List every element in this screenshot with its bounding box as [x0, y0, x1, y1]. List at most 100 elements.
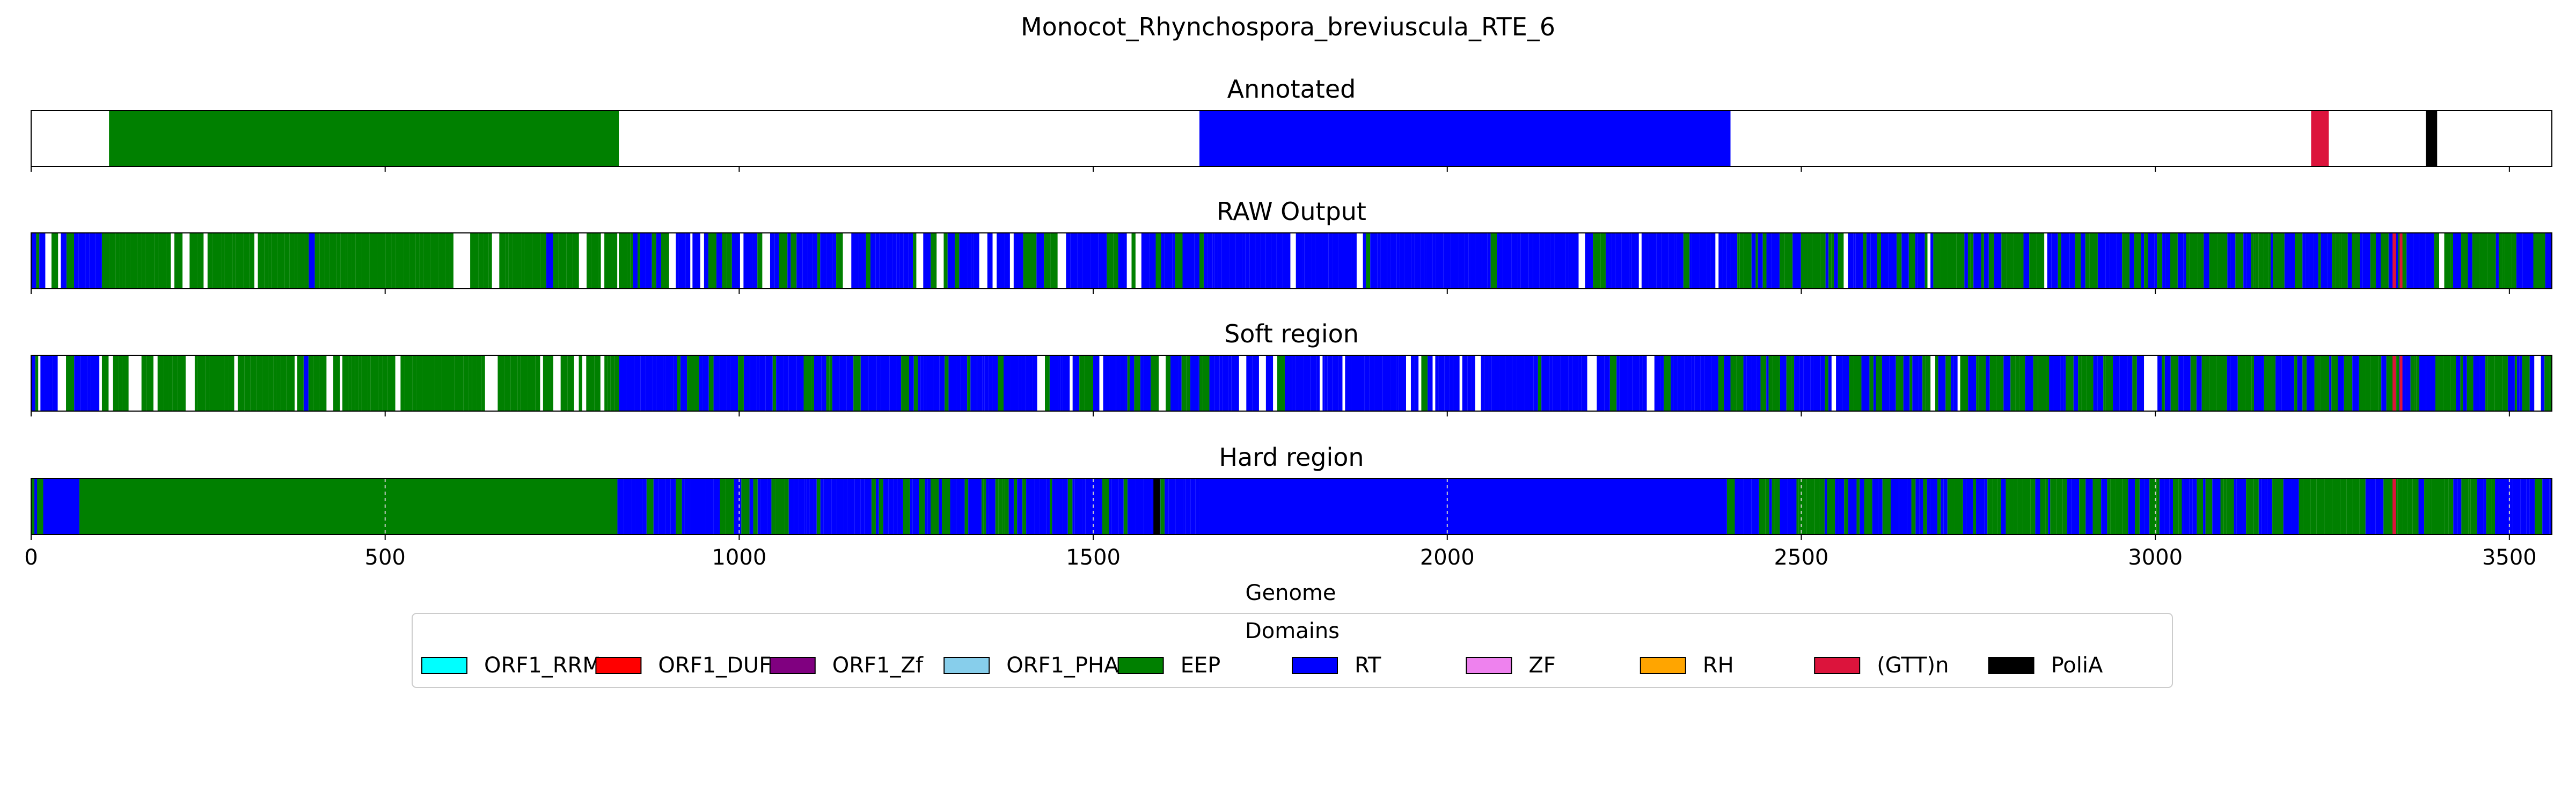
- segment-eep: [1199, 355, 1203, 411]
- segment-rt: [2473, 355, 2479, 411]
- segment-rt: [924, 355, 926, 411]
- segment-eep: [66, 233, 75, 289]
- segment-rt: [1459, 233, 1465, 289]
- segment-rt: [939, 479, 942, 535]
- segment-eep: [981, 479, 984, 535]
- segment-rt: [2081, 233, 2085, 289]
- segment-eep: [2397, 479, 2403, 535]
- segment-eep: [2023, 479, 2031, 535]
- segment-rt: [1612, 233, 1616, 289]
- segment-rt: [1621, 233, 1630, 289]
- panel-annotated: Annotated: [31, 75, 2552, 172]
- segment-eep: [207, 233, 213, 289]
- segment-eep: [1755, 233, 1758, 289]
- segment-rt: [1231, 355, 1234, 411]
- segment-eep: [449, 355, 455, 411]
- segment-eep: [404, 233, 410, 289]
- segment-rt: [976, 479, 982, 535]
- segment-rt: [1628, 355, 1633, 411]
- legend-swatch: [1640, 657, 1686, 674]
- segment-rt: [1769, 479, 1772, 535]
- segment-rt: [808, 233, 813, 289]
- panel-title: Hard region: [1219, 443, 1364, 472]
- segment-rt: [1183, 479, 1186, 535]
- segment-eep: [169, 355, 173, 411]
- segment-rt: [1489, 355, 1492, 411]
- segment-eep: [2258, 233, 2264, 289]
- segment-eep: [1981, 233, 1984, 289]
- segment-rt: [734, 479, 742, 535]
- segment-rt: [2302, 233, 2306, 289]
- segment-rt: [676, 233, 678, 289]
- segment-eep: [2081, 355, 2087, 411]
- segment-rt: [2234, 479, 2237, 535]
- segment-eep: [811, 355, 814, 411]
- segment-rt: [685, 233, 691, 289]
- segment-eep: [2512, 233, 2516, 289]
- segment-eep: [2414, 355, 2417, 411]
- segment-rt: [1482, 233, 1488, 289]
- segment-rt: [2261, 355, 2264, 411]
- segment-eep: [954, 233, 960, 289]
- segment-eep: [295, 233, 297, 289]
- segment-rt: [1743, 479, 1752, 535]
- segment-rt: [1199, 111, 1731, 166]
- segment-rt: [1255, 233, 1261, 289]
- segment-rt: [1585, 233, 1593, 289]
- segment-eep: [1718, 355, 1724, 411]
- segment-eep: [2472, 233, 2479, 289]
- segment-rt: [1994, 233, 2002, 289]
- segment-eep: [1131, 233, 1136, 289]
- segment-eep: [463, 355, 469, 411]
- segment-eep: [1151, 355, 1159, 411]
- segment-eep: [2251, 355, 2254, 411]
- segment-eep: [488, 233, 492, 289]
- segment-rt: [2418, 479, 2425, 535]
- segment-eep: [419, 233, 424, 289]
- segment-rt: [1953, 355, 1958, 411]
- segment-rt: [1265, 233, 1271, 289]
- segment-eep: [1924, 233, 1928, 289]
- segment-rt: [1694, 355, 1701, 411]
- segment-rt: [1836, 355, 1842, 411]
- segment-eep: [268, 355, 274, 411]
- panel-title: Soft region: [1224, 319, 1359, 348]
- segment-rt: [665, 355, 671, 411]
- segment-eep: [1113, 233, 1118, 289]
- segment-rt: [2060, 355, 2064, 411]
- segment-eep: [281, 355, 287, 411]
- segment-eep: [2331, 355, 2338, 411]
- segment-rt: [2051, 233, 2058, 289]
- segment-rt: [875, 233, 880, 289]
- segment-rt: [2178, 355, 2184, 411]
- segment-eep: [2237, 355, 2245, 411]
- segment-eep: [348, 355, 352, 411]
- segment-rt: [1091, 233, 1099, 289]
- segment-eep: [573, 233, 579, 289]
- segment-eep: [1923, 479, 1927, 535]
- segment-eep: [2346, 479, 2353, 535]
- segment-eep: [614, 355, 619, 411]
- segment-eep: [2494, 355, 2502, 411]
- segment-rt: [832, 233, 837, 289]
- segment-eep: [594, 355, 601, 411]
- segment-eep: [2173, 479, 2179, 535]
- segment-rt: [802, 233, 808, 289]
- segment-rt: [1172, 233, 1175, 289]
- segment-rt: [46, 479, 53, 535]
- segment-rt: [2516, 355, 2520, 411]
- segment-rt: [1082, 233, 1091, 289]
- segment-rt: [1792, 233, 1801, 289]
- segment-eep: [1854, 355, 1862, 411]
- legend-label: ORF1_PHA: [1006, 653, 1119, 678]
- segment-rt: [1103, 355, 1109, 411]
- segment-eep: [1828, 233, 1832, 289]
- segment-rt: [74, 233, 79, 289]
- segment-rt: [303, 355, 309, 411]
- segment-rt: [1968, 355, 1977, 411]
- segment-rt: [1179, 355, 1182, 411]
- segment-rt: [760, 479, 768, 535]
- segment-eep: [308, 355, 314, 411]
- segment-eep: [1175, 233, 1183, 289]
- segment-eep: [1987, 479, 1993, 535]
